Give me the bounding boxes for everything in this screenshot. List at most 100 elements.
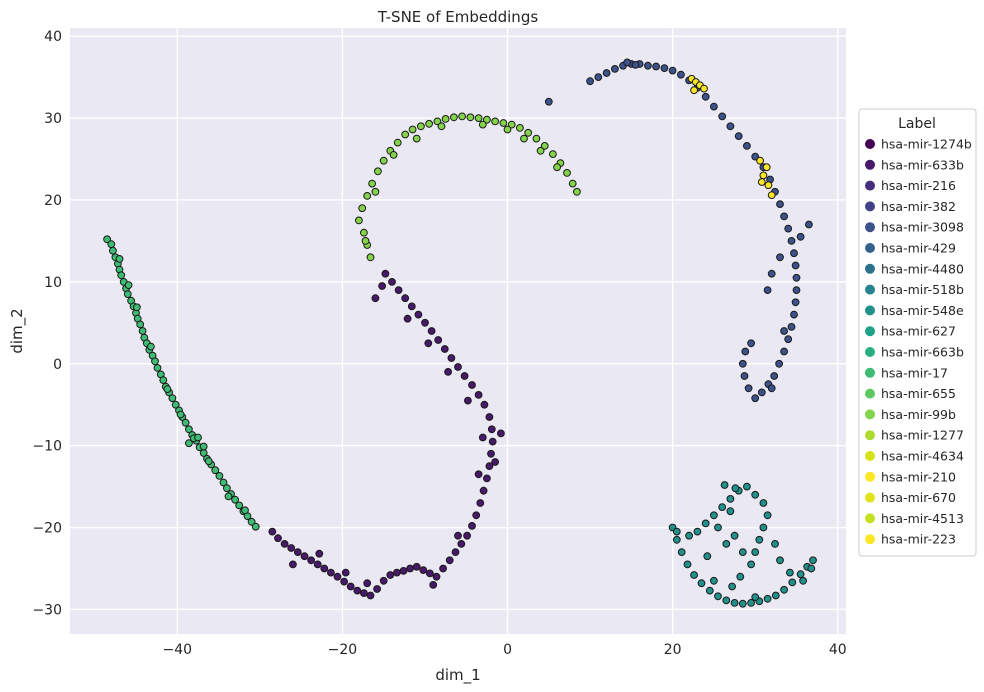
- scatter-point: [544, 97, 553, 106]
- scatter-point: [763, 286, 772, 295]
- y-axis-label: dim_2: [8, 308, 27, 353]
- legend-label: hsa-mir-663b: [881, 345, 964, 360]
- scatter-point: [776, 253, 784, 262]
- scatter-point: [241, 506, 249, 515]
- scatter-point: [133, 303, 141, 312]
- scatter-point: [147, 342, 155, 351]
- scatter-point: [730, 531, 739, 540]
- legend-label: hsa-mir-633b: [881, 157, 964, 172]
- scatter-point: [672, 527, 681, 536]
- scatter-point: [194, 433, 202, 442]
- scatter-point: [809, 556, 817, 565]
- legend-marker: [865, 492, 875, 503]
- legend-label: hsa-mir-4634: [881, 449, 964, 464]
- scatter-point: [784, 335, 793, 344]
- scatter-point: [419, 566, 428, 574]
- y-tick-label: −30: [32, 602, 62, 618]
- scatter-point: [747, 560, 755, 569]
- scatter-point: [289, 560, 297, 569]
- scatter-point: [705, 586, 714, 595]
- scatter-point: [677, 548, 686, 556]
- scatter-point: [763, 511, 772, 520]
- scatter-point: [293, 548, 302, 556]
- scatter-point: [340, 577, 349, 586]
- scatter-point: [247, 517, 256, 526]
- scatter-point: [479, 486, 488, 495]
- scatter-point: [767, 384, 776, 393]
- scatter-point: [171, 400, 180, 409]
- scatter-point: [287, 544, 296, 552]
- scatter-point: [480, 400, 489, 409]
- scatter-point: [488, 437, 497, 446]
- y-tick-label: 30: [44, 111, 62, 127]
- scatter-point: [315, 549, 324, 558]
- scatter-point: [341, 568, 350, 577]
- scatter-point: [358, 204, 367, 213]
- scatter-point: [701, 519, 710, 528]
- y-tick-label: 10: [44, 275, 62, 291]
- scatter-point: [805, 220, 813, 229]
- scatter-point: [764, 181, 773, 190]
- legend-label: hsa-mir-210: [881, 469, 956, 484]
- scatter-point: [163, 385, 172, 394]
- scatter-point: [491, 458, 500, 466]
- legend-items: hsa-mir-1274b hsa-mir-633b hsa-mir-216 hsa-…: [865, 137, 972, 547]
- scatter-point: [406, 564, 415, 573]
- scatter-point: [722, 540, 731, 548]
- scatter-point: [176, 410, 185, 419]
- scatter-point: [268, 527, 277, 536]
- scatter-point: [710, 102, 718, 111]
- scatter-point: [474, 470, 483, 479]
- scatter-point: [780, 212, 788, 221]
- scatter-point: [524, 128, 533, 137]
- scatter-point: [483, 115, 491, 124]
- scatter-point: [690, 86, 698, 95]
- legend-label: hsa-mir-216: [881, 178, 956, 193]
- scatter-point: [780, 347, 788, 356]
- scatter-point: [115, 255, 124, 263]
- scatter-point: [363, 579, 372, 588]
- scatter-point: [439, 564, 448, 573]
- x-tick-labels: −40 −20 0 20 40: [163, 642, 847, 658]
- scatter-point: [138, 327, 147, 335]
- scatter-point: [631, 61, 640, 69]
- scatter-point: [454, 531, 462, 540]
- scatter-point: [757, 388, 766, 397]
- scatter-point: [697, 579, 706, 588]
- scatter-point: [738, 599, 747, 608]
- scatter-point: [770, 372, 779, 380]
- legend-marker: [865, 201, 875, 212]
- scatter-point: [424, 339, 433, 348]
- x-axis-label: dim_1: [435, 666, 480, 685]
- scatter-point: [407, 302, 416, 311]
- scatter-point: [151, 357, 159, 366]
- scatter-point: [466, 113, 475, 122]
- scatter-point: [223, 484, 231, 493]
- scatter-point: [503, 125, 512, 134]
- y-tick-label: 20: [44, 193, 62, 209]
- scatter-point: [644, 61, 652, 70]
- scatter-point: [738, 548, 747, 556]
- scatter-point: [540, 142, 549, 150]
- scatter-point: [346, 582, 355, 591]
- scatter-point: [710, 511, 718, 520]
- legend-label: hsa-mir-548e: [881, 303, 964, 318]
- scatter-point: [373, 585, 382, 593]
- scatter-point: [440, 345, 449, 353]
- legend-label: hsa-mir-670: [881, 490, 956, 505]
- scatter-point: [215, 472, 224, 480]
- scatter-point: [672, 535, 681, 544]
- scatter-point: [726, 507, 735, 516]
- scatter-point: [457, 540, 466, 548]
- scatter-point: [796, 570, 805, 579]
- scatter-point: [371, 294, 380, 303]
- scatter-point: [759, 499, 768, 507]
- scatter-point: [472, 511, 481, 520]
- legend-label: hsa-mir-99b: [881, 407, 956, 422]
- legend-frame: [858, 108, 977, 557]
- scatter-point: [536, 146, 545, 155]
- scatter-point: [611, 65, 619, 73]
- scatter-point: [780, 585, 788, 594]
- scatter-point: [703, 552, 712, 561]
- scatter-point: [787, 323, 796, 331]
